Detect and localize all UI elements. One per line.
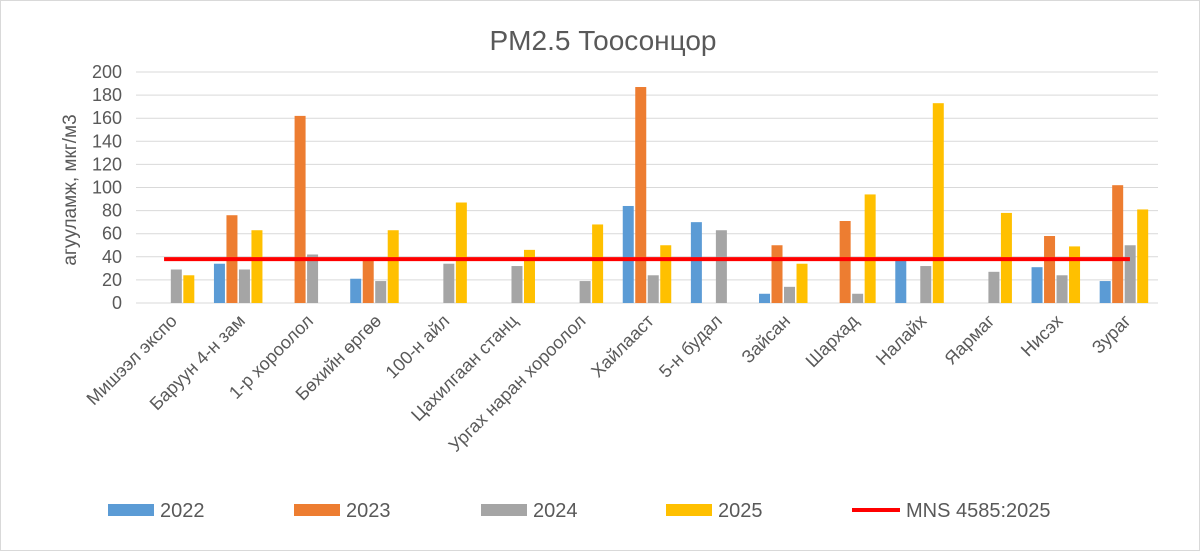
x-tick-label: Яармаг: [941, 310, 999, 368]
x-tick-label: Хайлааст: [587, 311, 658, 382]
bar-2025: [523, 249, 535, 303]
legend: 2022 2023 2024 2025 MNS 4585:2025: [108, 500, 1051, 522]
y-tick-label: 60: [102, 224, 122, 244]
y-tick-labels: 0 20 40 60 80 100 120 140 160 180 200: [92, 62, 122, 313]
bar-2024: [784, 286, 796, 303]
bar-2022: [1031, 267, 1043, 303]
legend-swatch-2023: [294, 504, 340, 516]
bars: [170, 87, 1149, 303]
legend-swatch-2022: [108, 504, 154, 516]
bar-2025: [796, 263, 808, 303]
bar-2025: [183, 275, 195, 303]
bar-2024: [307, 254, 319, 303]
y-tick-label: 100: [92, 178, 122, 198]
bar-2024: [852, 293, 864, 303]
bar-2025: [592, 224, 604, 303]
bar-2023: [1044, 236, 1056, 303]
bar-2024: [1056, 275, 1068, 303]
bar-2025: [251, 230, 263, 303]
x-tick-label: 5-н будал: [655, 311, 726, 382]
legend-swatch-2024: [481, 504, 527, 516]
legend-label: 2025: [718, 500, 763, 522]
bar-2023: [771, 245, 783, 303]
bar-2022: [895, 260, 907, 303]
bar-2023: [1112, 185, 1124, 303]
bar-2024: [715, 230, 727, 303]
y-tick-label: 180: [92, 85, 122, 105]
y-tick-label: 200: [92, 62, 122, 82]
bar-2024: [647, 275, 659, 303]
bar-2022: [622, 205, 634, 303]
x-tick-label: Ургах наран хороолол: [445, 311, 590, 456]
y-tick-label: 20: [102, 270, 122, 290]
legend-label: 2023: [346, 500, 391, 522]
bar-2024: [238, 269, 250, 303]
bar-2023: [839, 220, 851, 303]
bar-2025: [660, 245, 672, 303]
chart-title: PM2.5 Тоосонцор: [490, 25, 717, 56]
y-tick-label: 40: [102, 247, 122, 267]
bar-2023: [294, 115, 306, 303]
x-tick-label: Налайх: [872, 311, 930, 369]
legend-label-reference: MNS 4585:2025: [906, 500, 1051, 522]
bar-2025: [932, 103, 944, 303]
bar-2023: [362, 259, 374, 303]
y-tick-label: 80: [102, 201, 122, 221]
bar-2022: [1099, 281, 1111, 303]
bar-2024: [1124, 245, 1136, 303]
x-tick-label: Зураг: [1088, 310, 1135, 357]
bar-2024: [511, 266, 523, 303]
y-tick-label: 160: [92, 108, 122, 128]
legend-swatch-2025: [666, 504, 712, 516]
y-axis-label: агууламж, мкг/м3: [60, 114, 81, 265]
x-tick-label: Зайсан: [738, 311, 794, 367]
bar-2024: [443, 263, 455, 303]
bar-2025: [1069, 246, 1081, 303]
legend-label: 2022: [160, 500, 205, 522]
bar-2025: [387, 230, 399, 303]
x-tick-label: Шархад: [802, 310, 863, 371]
bar-2022: [350, 278, 362, 303]
bar-2024: [920, 266, 932, 303]
bar-2025: [455, 202, 467, 303]
bar-2022: [213, 263, 225, 303]
y-tick-label: 140: [92, 131, 122, 151]
legend-label: 2024: [533, 500, 578, 522]
bar-2024: [170, 269, 182, 303]
bar-2025: [864, 194, 876, 303]
bar-2024: [579, 281, 591, 303]
bar-2022: [759, 293, 771, 303]
x-tick-label: 100-н айл: [382, 311, 454, 383]
bar-2025: [1137, 209, 1149, 303]
bar-2024: [988, 271, 1000, 303]
bar-2022: [690, 222, 702, 303]
y-tick-label: 0: [112, 293, 122, 313]
gridlines: [136, 71, 1158, 304]
y-tick-label: 120: [92, 154, 122, 174]
bar-2023: [635, 87, 647, 303]
bar-2024: [375, 281, 387, 303]
x-tick-label: Нисэх: [1017, 311, 1067, 361]
